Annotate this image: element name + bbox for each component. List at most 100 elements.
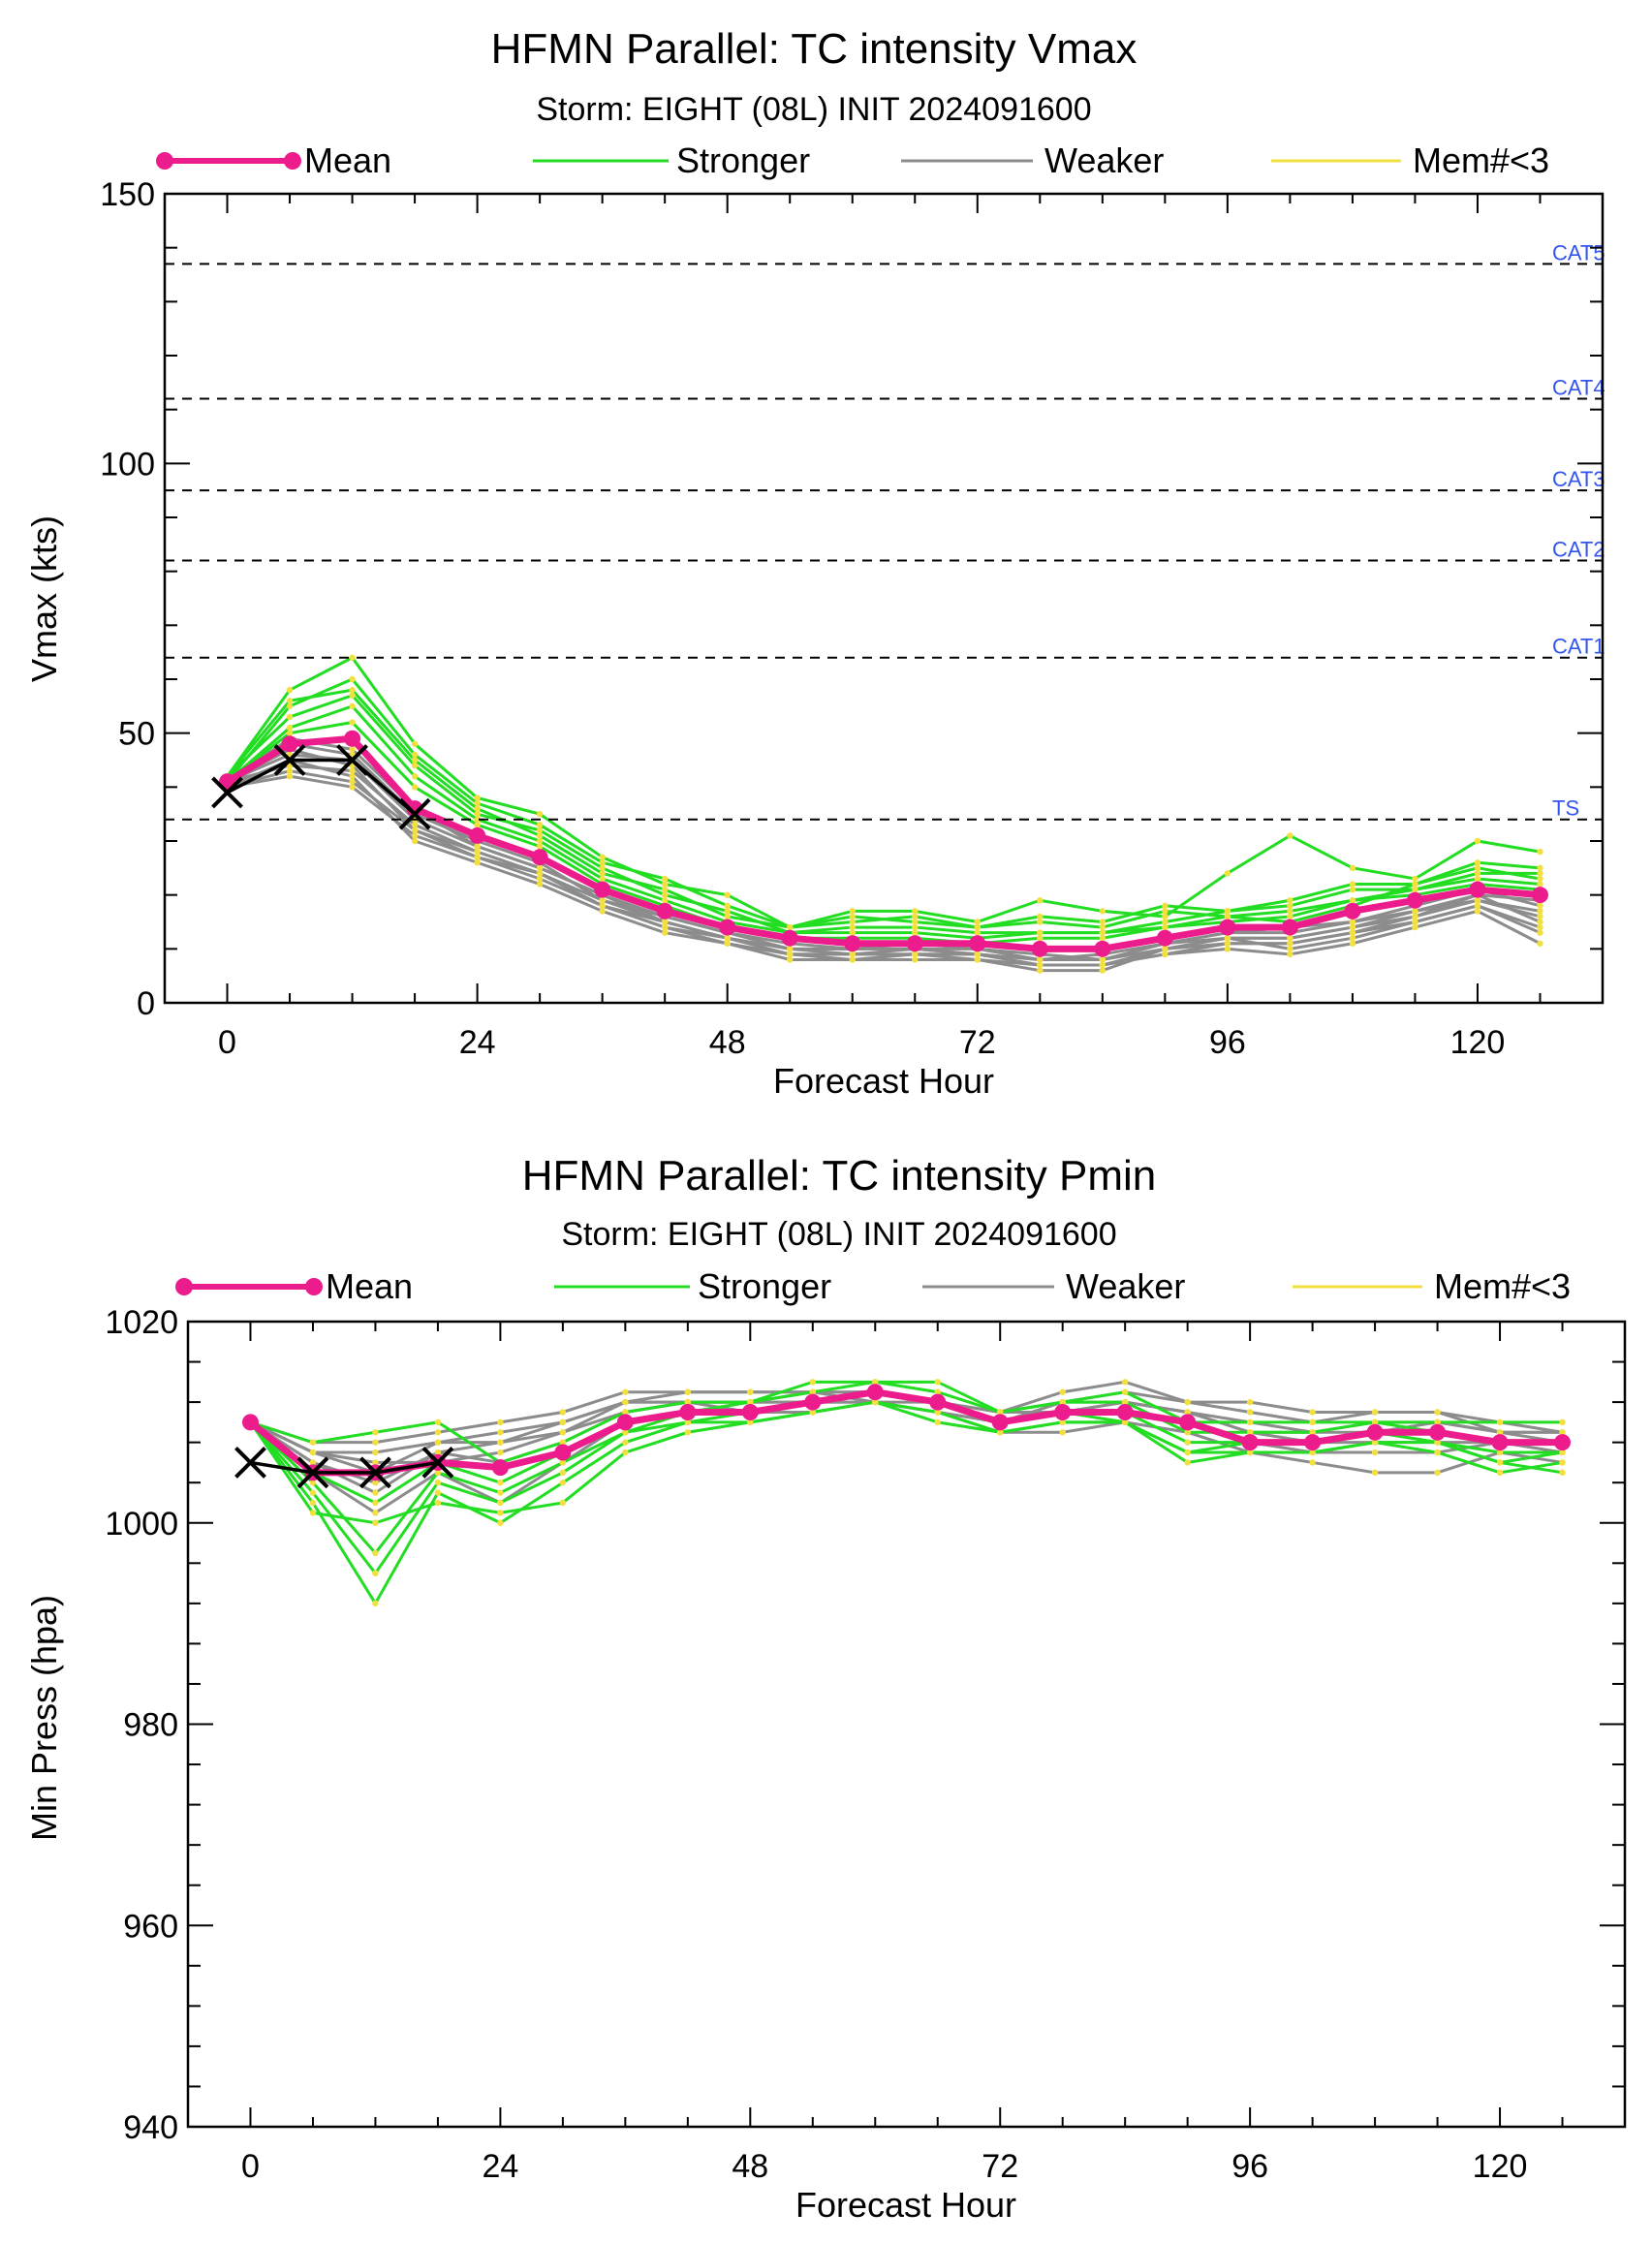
- mean-point: [1491, 1434, 1509, 1451]
- legend: Mean Stronger Weaker Mem#<3: [175, 1266, 1571, 1306]
- member-point: [1309, 1449, 1316, 1456]
- y-tick-label: 150: [100, 176, 155, 213]
- member-point: [724, 908, 731, 915]
- member-point: [787, 951, 794, 958]
- member-point: [497, 1418, 504, 1426]
- threshold-label: CAT3: [1552, 467, 1605, 491]
- member-point: [1287, 913, 1294, 920]
- member-point: [559, 1409, 567, 1416]
- member-point: [309, 1499, 317, 1507]
- member-point: [974, 919, 981, 925]
- member-point: [1224, 908, 1231, 915]
- member-point: [309, 1480, 317, 1486]
- member-point: [1121, 1398, 1129, 1406]
- member-point: [1246, 1429, 1254, 1436]
- threshold-label: CAT4: [1552, 376, 1605, 400]
- member-point: [497, 1449, 504, 1456]
- member-point: [974, 951, 981, 958]
- member-point: [372, 1480, 379, 1486]
- member-point: [934, 1418, 941, 1426]
- mean-point: [1344, 902, 1361, 919]
- member-point: [1162, 919, 1169, 925]
- member-point: [1099, 929, 1107, 936]
- mean-point: [1406, 891, 1423, 909]
- member-point: [1184, 1409, 1191, 1416]
- member-point: [497, 1519, 504, 1526]
- member-point: [1162, 908, 1169, 915]
- plot-frame: [163, 192, 1605, 1005]
- mean-point: [1116, 1403, 1134, 1420]
- member-point: [1287, 897, 1294, 904]
- member-point: [286, 698, 294, 704]
- member-point: [536, 810, 544, 818]
- member-point: [286, 713, 294, 721]
- member-point: [599, 864, 606, 872]
- weaker-member-line: [250, 1380, 1563, 1445]
- member-point: [1412, 908, 1418, 915]
- member-point: [474, 799, 481, 807]
- member-point: [411, 773, 419, 780]
- member-point: [497, 1439, 504, 1446]
- member-point: [661, 881, 669, 888]
- observed-line: [250, 1460, 439, 1475]
- member-point: [1434, 1469, 1441, 1477]
- member-point: [622, 1449, 629, 1456]
- legend-stronger-label: Stronger: [698, 1266, 831, 1306]
- mean-point: [1281, 919, 1298, 936]
- x-axis-label: Forecast Hour: [795, 2185, 1016, 2225]
- member-point: [536, 843, 544, 850]
- member-point: [1287, 908, 1294, 915]
- member-point: [411, 822, 419, 828]
- member-point: [622, 1409, 629, 1416]
- member-point: [912, 923, 919, 931]
- member-point: [474, 822, 481, 828]
- threshold-label: CAT5: [1552, 240, 1605, 265]
- member-point: [1349, 940, 1356, 947]
- weaker-member-line: [226, 747, 1542, 967]
- member-point: [411, 832, 419, 839]
- member-point: [474, 859, 481, 866]
- member-point: [497, 1510, 504, 1516]
- member-point: [1287, 902, 1294, 909]
- legend-stronger-label: Stronger: [676, 140, 810, 180]
- member-point: [872, 1398, 879, 1406]
- member-point: [1537, 908, 1543, 915]
- member-point: [1184, 1439, 1191, 1446]
- member-point: [474, 795, 481, 801]
- member-point: [372, 1510, 379, 1516]
- member-point: [599, 854, 606, 860]
- mean-point: [656, 902, 673, 919]
- member-point: [724, 891, 731, 898]
- member-point: [536, 870, 544, 877]
- x-tick-label: 48: [709, 1024, 746, 1061]
- member-point: [1434, 1439, 1441, 1446]
- member-point: [1537, 870, 1543, 877]
- y-tick-label: 1020: [105, 1304, 178, 1341]
- stronger-member-line: [249, 1400, 1563, 1525]
- member-point: [1059, 1398, 1066, 1406]
- member-point: [309, 1510, 317, 1516]
- member-point: [474, 805, 481, 812]
- member-point: [474, 816, 481, 823]
- legend-mean-marker: [284, 152, 301, 170]
- member-point: [1037, 956, 1044, 963]
- mean-point: [1469, 881, 1486, 898]
- member-point: [474, 843, 481, 850]
- member-point: [559, 1459, 567, 1466]
- member-point: [1559, 1429, 1566, 1436]
- legend-member-label: Mem#<3: [1413, 140, 1549, 180]
- member-point: [1496, 1418, 1504, 1426]
- member-point: [1287, 940, 1294, 947]
- member-point: [1349, 864, 1356, 872]
- member-point: [349, 675, 356, 683]
- stronger-member-line: [226, 720, 1541, 946]
- legend: Mean Stronger Weaker Mem#<3: [156, 140, 1549, 180]
- member-point: [559, 1480, 567, 1486]
- mean-point: [281, 735, 298, 753]
- axes: 0 24 48 72 96 120 940 960 980 1000 1020: [105, 1304, 1627, 2185]
- legend-weaker-label: Weaker: [1066, 1266, 1185, 1306]
- member-point: [1184, 1449, 1191, 1456]
- member-point: [1121, 1388, 1129, 1395]
- member-point: [1099, 967, 1107, 974]
- mean-point: [906, 935, 923, 952]
